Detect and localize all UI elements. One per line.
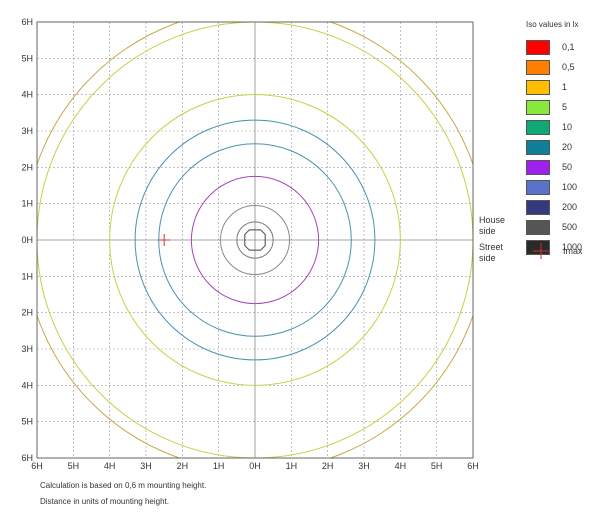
footnote-distance-units: Distance in units of mounting height.	[40, 497, 169, 506]
iso-contours	[37, 22, 473, 458]
legend-label: 50	[562, 162, 573, 172]
y-tick-label: 6H	[21, 17, 33, 27]
legend-swatch	[526, 159, 550, 175]
x-tick-label: 5H	[431, 461, 443, 471]
imax-legend-icon	[533, 243, 549, 259]
x-tick-label: 6H	[467, 461, 479, 471]
legend-imax: Imax	[531, 241, 583, 261]
legend-label: 100	[562, 182, 578, 192]
legend-swatch	[526, 179, 550, 195]
y-tick-labels: 6H 5H 4H 3H 2H 1H 0H 1H 2H 3H 4H 5H 6H	[21, 17, 33, 463]
legend-swatch	[526, 99, 550, 115]
x-tick-label: 4H	[104, 461, 116, 471]
legend-item: 50	[526, 157, 598, 177]
legend-label: 500	[562, 222, 578, 232]
y-tick-label: 4H	[21, 90, 33, 100]
street-side-label-line2: side	[479, 253, 496, 263]
y-tick-label: 3H	[21, 126, 33, 136]
legend-swatch	[526, 219, 550, 235]
legend-label: 200	[562, 202, 578, 212]
legend-label: 0,5	[562, 62, 575, 72]
iso-contour-5	[190, 175, 320, 305]
y-tick-label: 6H	[21, 453, 33, 463]
y-tick-label: 3H	[21, 344, 33, 354]
imax-marker-group	[158, 234, 171, 246]
legend-swatch	[526, 79, 550, 95]
legend-label: 5	[562, 102, 568, 112]
legend-item: 1	[526, 77, 598, 97]
legend-item: 200	[526, 197, 598, 217]
legend-label: 1	[562, 82, 568, 92]
house-side-label-line1: House	[479, 215, 505, 225]
house-side-label-line2: side	[479, 226, 496, 236]
x-tick-label: 5H	[68, 461, 80, 471]
x-tick-label: 3H	[140, 461, 152, 471]
legend-label: 20	[562, 142, 573, 152]
footnote-mounting-height: Calculation is based on 0,6 m mounting h…	[40, 481, 207, 490]
legend-item: 0,1	[526, 37, 598, 57]
iso-contour-6	[219, 204, 291, 276]
y-tick-label: 0H	[21, 235, 33, 245]
imax-legend-label: Imax	[563, 246, 583, 256]
y-tick-label: 1H	[21, 199, 33, 209]
x-tick-label: 4H	[395, 461, 407, 471]
legend-items: 0,1 0,5 1 5 10 20 50 100 200 500 1000	[526, 37, 598, 257]
y-tick-label: 5H	[21, 417, 33, 427]
x-tick-labels: 6H 5H 4H 3H 2H 1H 0H 1H 2H 3H 4H 5H 6H	[31, 461, 479, 471]
iso-contour-7	[236, 221, 274, 259]
x-tick-label: 0H	[249, 461, 261, 471]
iso-contour-3	[134, 119, 376, 361]
x-tick-label: 1H	[286, 461, 298, 471]
legend-swatch	[526, 199, 550, 215]
legend: Iso values in lx 0,1 0,5 1 5 10 20 50 100 200 500…	[526, 20, 598, 257]
x-tick-label: 1H	[213, 461, 225, 471]
legend-swatch	[526, 39, 550, 55]
legend-title: Iso values in lx	[526, 20, 579, 29]
legend-label: 0,1	[562, 42, 575, 52]
legend-item: 5	[526, 97, 598, 117]
iso-contour-1	[109, 94, 401, 386]
x-tick-label: 3H	[358, 461, 370, 471]
footnotes: Calculation is based on 0,6 m mounting h…	[40, 478, 206, 510]
x-tick-label: 2H	[177, 461, 189, 471]
legend-label: 10	[562, 122, 573, 132]
legend-item: 20	[526, 137, 598, 157]
legend-swatch	[526, 139, 550, 155]
y-tick-label: 2H	[21, 162, 33, 172]
x-tick-label: 6H	[31, 461, 43, 471]
legend-item: 0,5	[526, 57, 598, 77]
legend-label: 1000	[562, 242, 583, 252]
y-tick-label: 5H	[21, 53, 33, 63]
legend-swatch	[526, 59, 550, 75]
legend-item: 500	[526, 217, 598, 237]
x-tick-label: 2H	[322, 461, 334, 471]
legend-swatch	[526, 119, 550, 135]
street-side-label-line1: Street	[479, 242, 504, 252]
y-tick-label: 1H	[21, 271, 33, 281]
plot-frame	[36, 21, 474, 459]
y-tick-label: 2H	[21, 308, 33, 318]
legend-item: 10	[526, 117, 598, 137]
legend-item: 100	[526, 177, 598, 197]
y-tick-label: 4H	[21, 380, 33, 390]
iso-contour-8	[244, 229, 266, 251]
